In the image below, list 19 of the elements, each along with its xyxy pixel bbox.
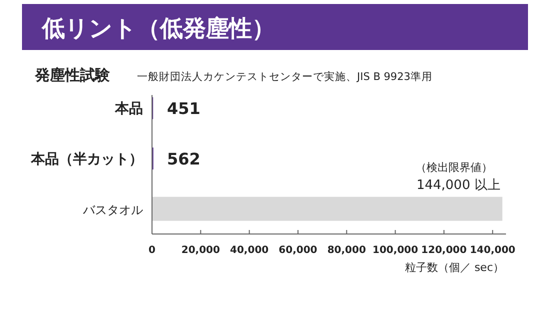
data-label: 562 [167,150,200,168]
x-tick-label: 0 [148,245,156,256]
x-tick-label: 60,000 [278,245,318,256]
x-tick-label: 80,000 [327,245,366,256]
y-tick-label: 本品 [114,101,143,118]
y-tick-label: バスタオル [82,202,143,217]
y-tick-label: 本品（半カット） [30,152,143,168]
x-tick-label: 140,000 [470,245,516,256]
text: 一般財団法人カケンテストセンターで実施、JIS B 9923準用 [137,70,432,83]
chart-title: 低リント（低発塵性） [41,15,275,42]
x-axis-title: 粒子数（個／ sec） [404,261,504,274]
data-label: 144,000 以上 [416,178,500,193]
annotation: （検出限界値） [415,160,492,174]
x-tick-label: 120,000 [421,245,467,256]
x-tick-label: 40,000 [230,245,269,256]
x-tick-label: 20,000 [181,245,220,256]
x-tick-label: 100,000 [372,245,418,256]
data-label: 451 [167,99,200,118]
chart-subtitle: 発塵性試験 [34,66,111,84]
